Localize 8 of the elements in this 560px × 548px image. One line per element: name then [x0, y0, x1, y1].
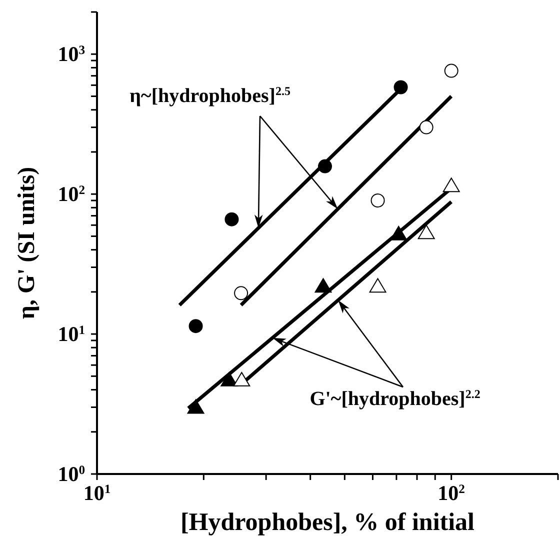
y-axis-title: η, G' (SI units) — [14, 166, 40, 320]
annotation: G'~[hydrophobes]$^{2.2}$ — [310, 387, 480, 410]
y-tick-label: 10$^{0}$ — [58, 462, 85, 486]
y-tick-label: 10$^{1}$ — [58, 322, 85, 346]
x-axis-title: [Hydrophobes], % of initial — [180, 509, 475, 536]
y-tick-label: 10$^{2}$ — [58, 182, 85, 206]
y-tick-label: 10$^{3}$ — [58, 42, 85, 66]
annotation: η~[hydrophobes]$^{2.5}$ — [130, 84, 290, 107]
